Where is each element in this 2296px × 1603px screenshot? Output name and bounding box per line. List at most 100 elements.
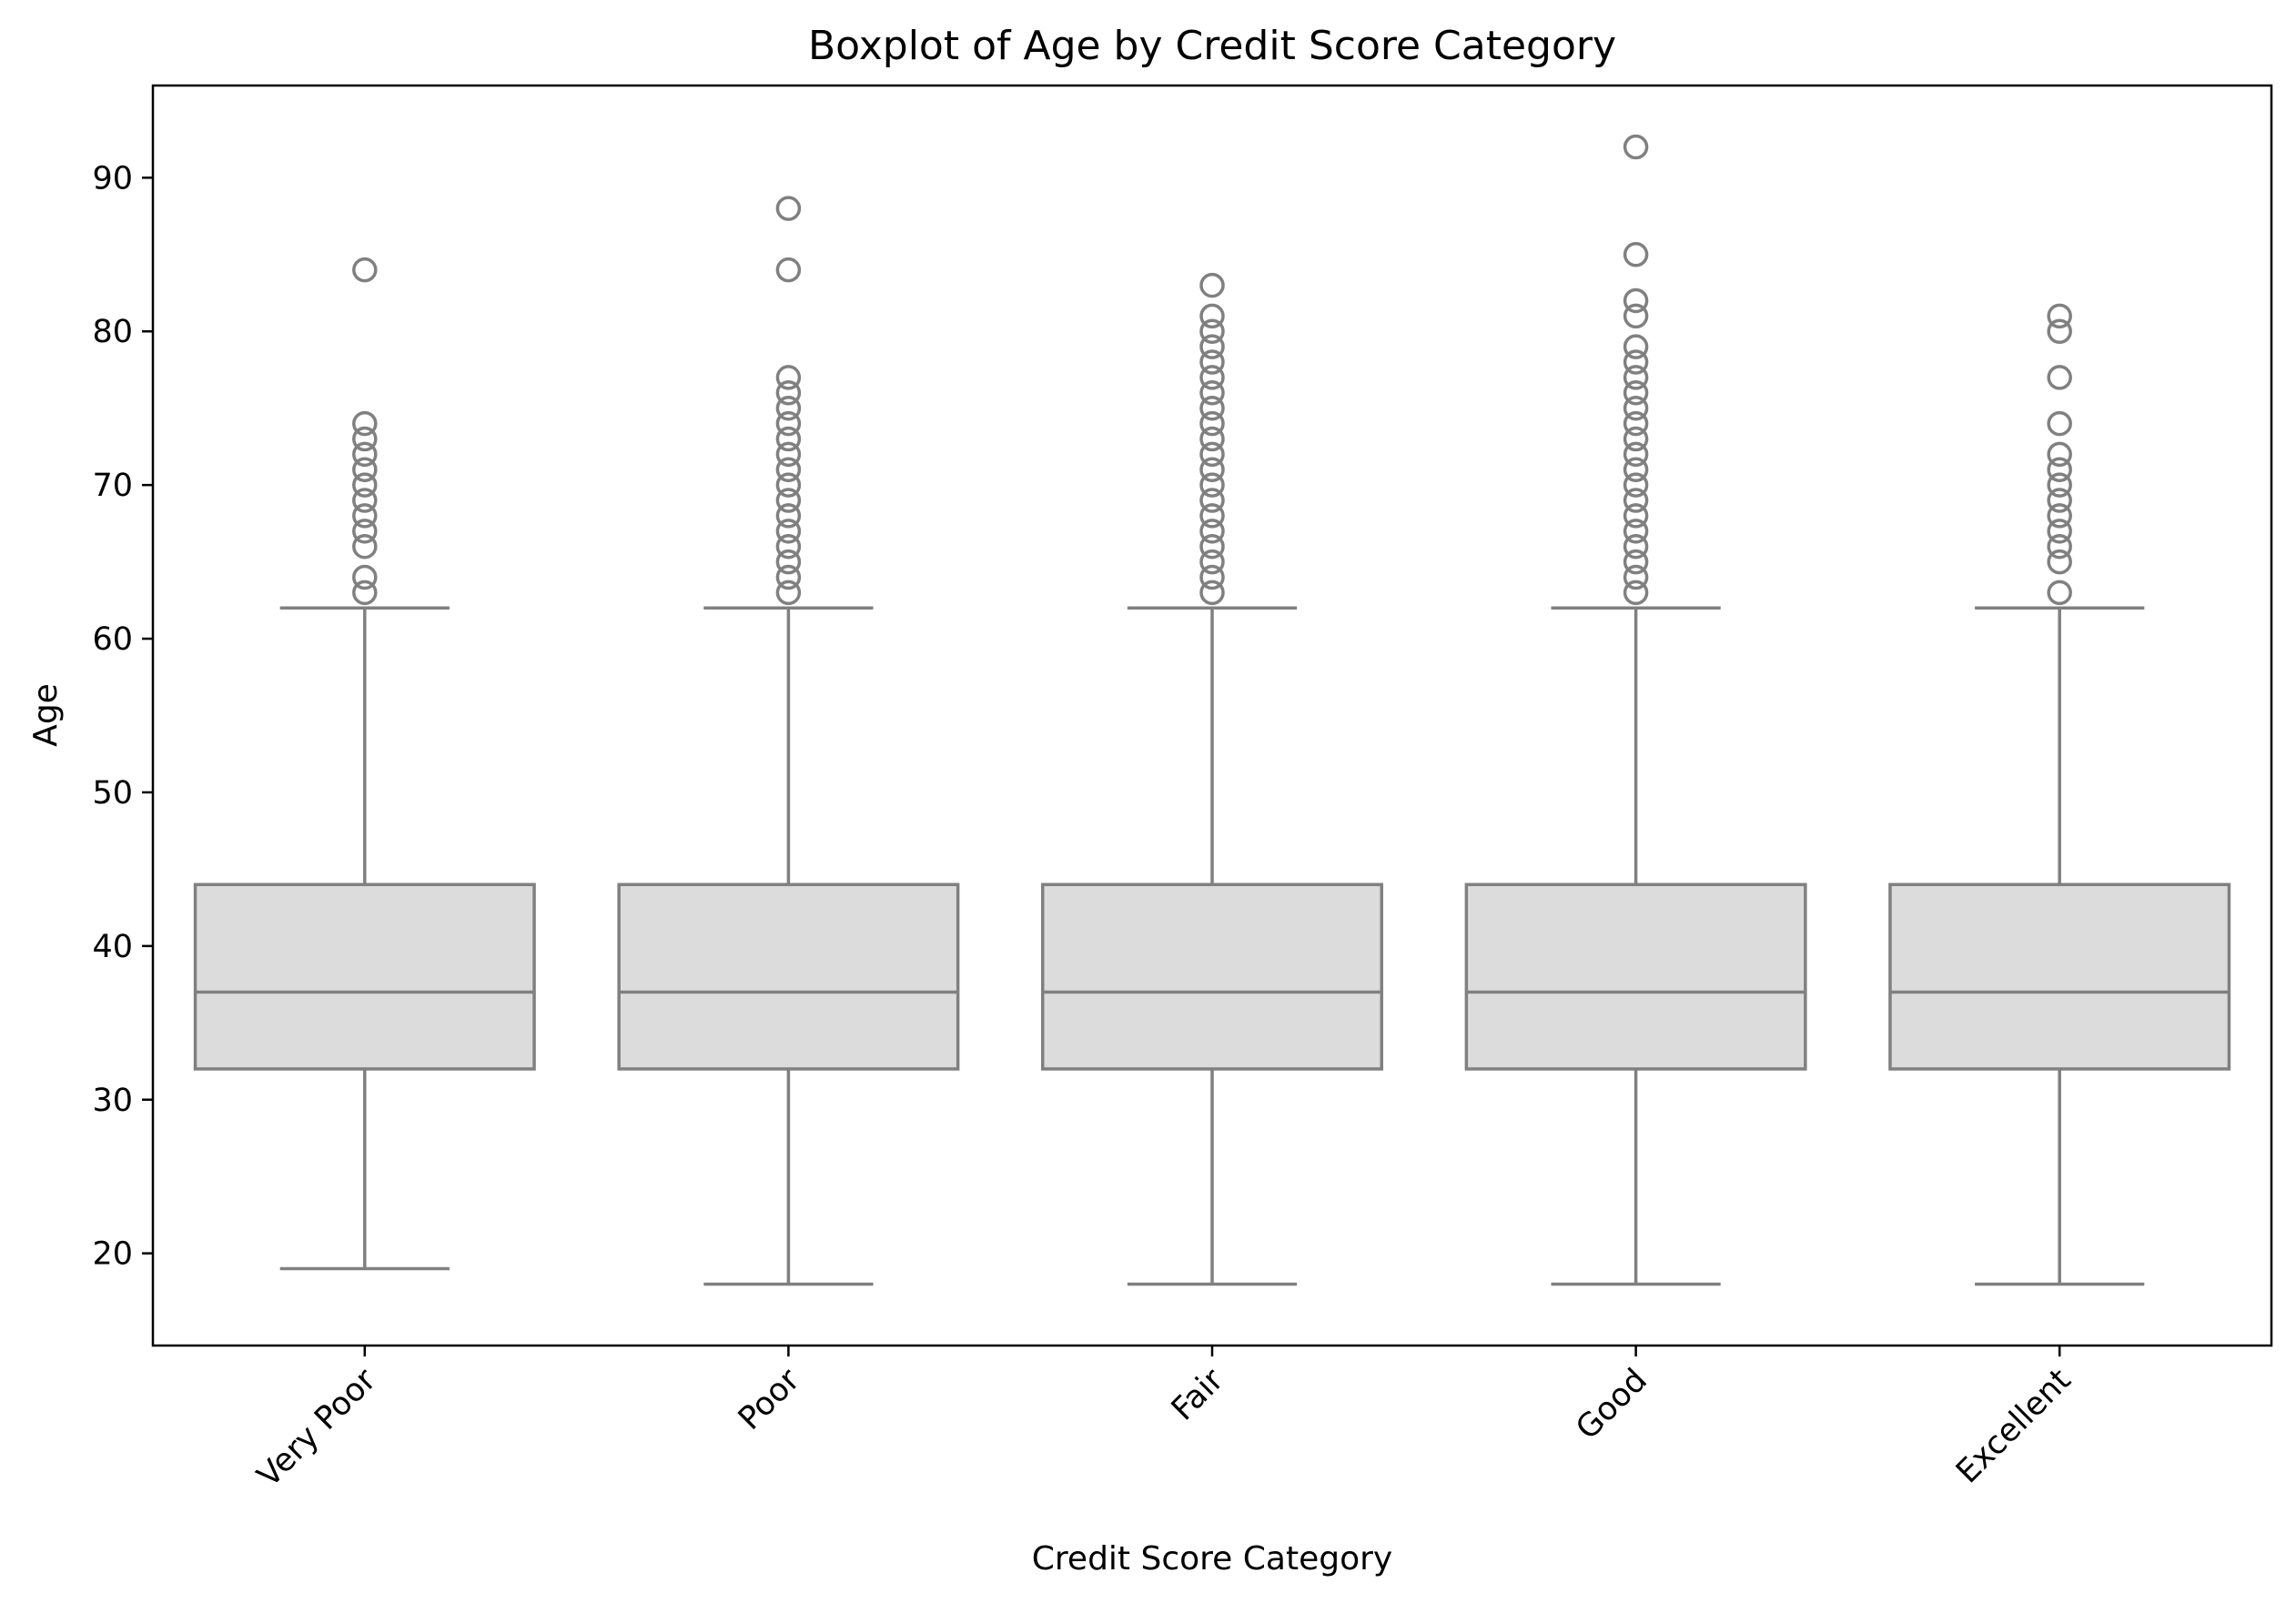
box-group-poor xyxy=(617,196,960,1286)
outlier-point xyxy=(2047,503,2072,529)
outlier-point xyxy=(775,380,802,406)
y-tick-label: 50 xyxy=(92,775,133,812)
y-tick-label: 90 xyxy=(92,160,133,197)
outlier-point xyxy=(1199,488,1225,513)
outlier-point xyxy=(1199,503,1225,529)
outlier-point xyxy=(1623,457,1649,483)
outlier-point xyxy=(775,441,802,468)
y-tick-label: 70 xyxy=(92,468,133,504)
outlier-point xyxy=(1623,503,1649,529)
outlier-point xyxy=(1199,564,1225,590)
outlier-point xyxy=(1199,349,1225,375)
outlier-point xyxy=(775,580,802,606)
outlier-point xyxy=(2047,488,2072,513)
outlier-point xyxy=(1199,457,1225,483)
outlier-point xyxy=(1199,410,1225,437)
outlier-point xyxy=(1623,488,1649,513)
outlier-point xyxy=(352,519,378,544)
outlier-point xyxy=(352,457,378,483)
outlier-point xyxy=(352,488,378,513)
outlier-point xyxy=(775,564,802,590)
outlier-point xyxy=(2047,410,2072,437)
outlier-point xyxy=(352,472,378,498)
outlier-point xyxy=(1199,441,1225,468)
plot-marks xyxy=(193,134,2231,1286)
iqr-box xyxy=(193,882,536,1071)
box-group-good xyxy=(1464,134,1807,1286)
outlier-point xyxy=(1199,472,1225,498)
outlier-point xyxy=(1199,426,1225,452)
chart-title: Boxplot of Age by Credit Score Category xyxy=(808,23,1616,69)
outlier-point xyxy=(775,472,802,498)
outlier-point xyxy=(1623,365,1649,390)
outlier-point xyxy=(1623,519,1649,544)
outlier-point xyxy=(1199,519,1225,544)
outlier-point xyxy=(1623,134,1649,160)
outlier-point xyxy=(775,257,802,283)
outlier-point xyxy=(1623,564,1649,590)
outlier-point xyxy=(1623,580,1649,606)
outlier-point xyxy=(775,533,802,560)
outlier-point xyxy=(2047,549,2072,575)
outlier-point xyxy=(1199,533,1225,560)
outlier-point xyxy=(775,426,802,452)
outlier-point xyxy=(1199,303,1225,329)
y-tick-label: 20 xyxy=(92,1236,133,1273)
y-tick-label: 40 xyxy=(92,929,133,965)
outlier-point xyxy=(1623,242,1649,267)
outlier-point xyxy=(775,549,802,575)
outlier-point xyxy=(2047,472,2072,498)
outlier-point xyxy=(352,441,378,468)
outlier-point xyxy=(1623,287,1649,314)
outlier-point xyxy=(1623,533,1649,560)
outlier-point xyxy=(1623,426,1649,452)
outlier-point xyxy=(2047,580,2072,606)
iqr-box xyxy=(1464,882,1807,1071)
outlier-point xyxy=(1623,395,1649,421)
outlier-point xyxy=(1199,272,1225,298)
box-group-excellent xyxy=(1888,303,2231,1286)
outlier-point xyxy=(775,196,802,221)
iqr-box xyxy=(617,882,960,1071)
outlier-point xyxy=(775,457,802,483)
outlier-point xyxy=(2047,533,2072,560)
outlier-point xyxy=(352,410,378,437)
outlier-point xyxy=(1623,441,1649,468)
outlier-point xyxy=(1623,549,1649,575)
x-axis-label: Credit Score Category xyxy=(1032,1540,1392,1578)
iqr-box xyxy=(1041,882,1383,1071)
outlier-point xyxy=(1623,410,1649,437)
box-group-very-poor xyxy=(193,257,536,1271)
outlier-point xyxy=(2047,365,2072,390)
outlier-point xyxy=(775,519,802,544)
outlier-point xyxy=(2047,457,2072,483)
outlier-point xyxy=(775,410,802,437)
outlier-point xyxy=(352,533,378,560)
y-axis-label: Age xyxy=(27,683,65,747)
box-group-fair xyxy=(1041,272,1383,1286)
outlier-point xyxy=(2047,441,2072,468)
outlier-point xyxy=(775,503,802,529)
outlier-point xyxy=(1199,318,1225,344)
outlier-point xyxy=(352,426,378,452)
outlier-point xyxy=(1199,580,1225,606)
outlier-point xyxy=(352,580,378,606)
outlier-point xyxy=(1199,549,1225,575)
outlier-point xyxy=(1623,349,1649,375)
y-tick-label: 80 xyxy=(92,314,133,350)
outlier-point xyxy=(352,564,378,590)
outlier-point xyxy=(1199,334,1225,359)
outlier-point xyxy=(1199,380,1225,406)
outlier-point xyxy=(2047,519,2072,544)
outlier-point xyxy=(1623,334,1649,359)
outlier-point xyxy=(352,503,378,529)
outlier-point xyxy=(1199,395,1225,421)
y-tick-label: 60 xyxy=(92,621,133,658)
outlier-point xyxy=(2047,318,2072,344)
outlier-point xyxy=(1623,380,1649,406)
outlier-point xyxy=(1199,365,1225,390)
iqr-box xyxy=(1888,882,2231,1071)
outlier-point xyxy=(775,365,802,390)
outlier-point xyxy=(775,395,802,421)
